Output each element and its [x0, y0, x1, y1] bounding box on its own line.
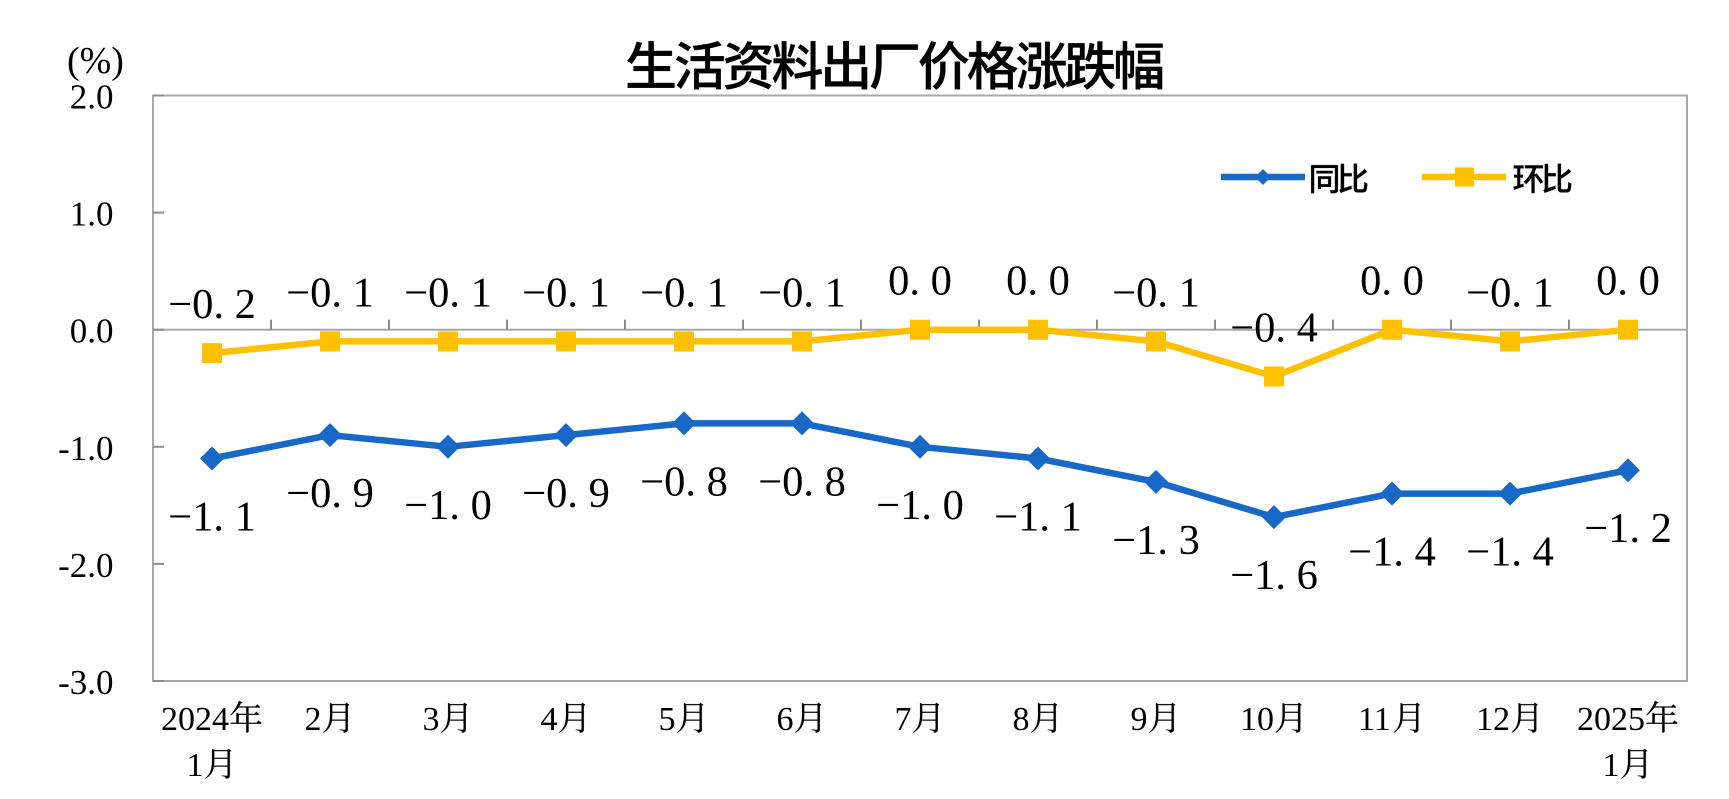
- svg-text:−0. 1: −0. 1: [1466, 269, 1554, 316]
- svg-text:2025: 2025: [1577, 701, 1645, 738]
- svg-text:−1. 2: −1. 2: [1584, 505, 1672, 552]
- svg-text:−0. 1: −0. 1: [522, 269, 610, 316]
- svg-text:0. 0: 0. 0: [1006, 258, 1070, 305]
- svg-text:12: 12: [1476, 701, 1510, 738]
- svg-text:(%): (%): [67, 40, 124, 82]
- svg-text:2024: 2024: [161, 701, 229, 738]
- svg-text:−1. 0: −1. 0: [876, 482, 964, 529]
- svg-text:−0. 9: −0. 9: [522, 470, 610, 517]
- svg-text:10: 10: [1240, 701, 1274, 738]
- svg-text:7: 7: [895, 701, 912, 738]
- svg-text:9: 9: [1131, 701, 1148, 738]
- svg-text:-2.0: -2.0: [58, 546, 113, 585]
- svg-text:5: 5: [659, 701, 676, 738]
- svg-text:−0. 2: −0. 2: [168, 281, 256, 328]
- svg-text:−1. 6: −1. 6: [1230, 552, 1318, 599]
- svg-text:−0. 1: −0. 1: [640, 269, 728, 316]
- svg-text:−0. 4: −0. 4: [1230, 305, 1318, 352]
- svg-text:−1. 0: −1. 0: [404, 482, 492, 529]
- svg-text:−1. 1: −1. 1: [168, 494, 256, 541]
- svg-text:−1. 1: −1. 1: [994, 494, 1082, 541]
- svg-text:−0. 8: −0. 8: [640, 458, 728, 505]
- svg-text:1: 1: [187, 747, 204, 784]
- svg-text:0.0: 0.0: [70, 312, 114, 351]
- svg-text:0. 0: 0. 0: [1360, 258, 1424, 305]
- svg-text:0. 0: 0. 0: [1596, 258, 1660, 305]
- svg-text:-1.0: -1.0: [58, 429, 113, 468]
- svg-text:11: 11: [1358, 701, 1391, 738]
- svg-text:−0. 9: −0. 9: [286, 470, 374, 517]
- svg-text:8: 8: [1013, 701, 1030, 738]
- svg-text:−0. 1: −0. 1: [286, 269, 374, 316]
- svg-text:3: 3: [423, 701, 440, 738]
- svg-text:−1. 4: −1. 4: [1348, 529, 1436, 576]
- svg-text:6: 6: [777, 701, 794, 738]
- svg-text:−0. 1: −0. 1: [1112, 269, 1200, 316]
- svg-text:2: 2: [305, 701, 322, 738]
- svg-text:4: 4: [541, 701, 558, 738]
- svg-text:1.0: 1.0: [70, 195, 114, 234]
- svg-text:−1. 3: −1. 3: [1112, 517, 1200, 564]
- svg-text:0. 0: 0. 0: [888, 258, 952, 305]
- svg-text:-3.0: -3.0: [58, 663, 113, 702]
- svg-text:−1. 4: −1. 4: [1466, 529, 1554, 576]
- svg-text:1: 1: [1603, 747, 1620, 784]
- svg-text:−0. 1: −0. 1: [758, 269, 846, 316]
- svg-text:2.0: 2.0: [70, 78, 114, 117]
- svg-text:−0. 1: −0. 1: [404, 269, 492, 316]
- svg-text:−0. 8: −0. 8: [758, 458, 846, 505]
